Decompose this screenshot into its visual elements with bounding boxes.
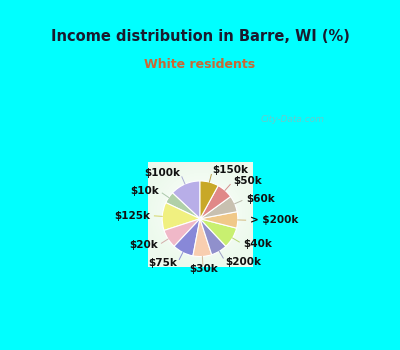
Wedge shape [166,193,200,219]
Text: $200k: $200k [225,257,261,267]
Text: $150k: $150k [212,166,248,175]
Wedge shape [200,219,226,255]
Text: $60k: $60k [246,194,274,204]
Wedge shape [200,212,238,228]
Wedge shape [193,219,212,257]
Wedge shape [162,203,200,230]
Text: $100k: $100k [144,168,180,178]
Text: $75k: $75k [148,258,177,268]
Text: > $200k: > $200k [250,215,298,225]
Wedge shape [172,181,200,219]
Wedge shape [200,197,237,219]
Text: $125k: $125k [114,211,150,220]
Text: White residents: White residents [144,58,256,71]
Text: $20k: $20k [129,240,158,251]
Text: $50k: $50k [233,176,262,186]
Wedge shape [164,219,200,246]
Wedge shape [200,181,218,219]
Text: City-Data.com: City-Data.com [260,114,324,124]
Text: $30k: $30k [189,264,218,274]
Text: Income distribution in Barre, WI (%): Income distribution in Barre, WI (%) [50,29,350,44]
Text: $10k: $10k [130,186,159,196]
Text: $40k: $40k [243,239,272,249]
Wedge shape [200,186,230,219]
Wedge shape [174,219,200,256]
Wedge shape [200,219,237,246]
